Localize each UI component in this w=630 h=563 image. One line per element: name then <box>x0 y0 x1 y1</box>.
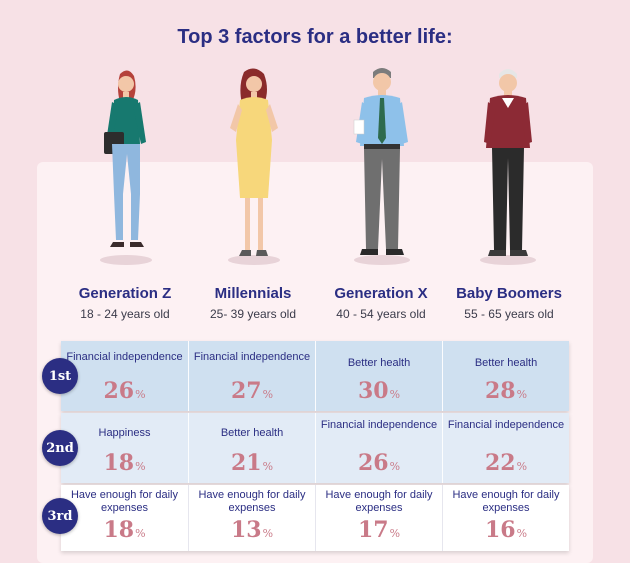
factor-label: Have enough for daily expenses <box>452 489 560 514</box>
factor-percent: 27% <box>230 378 274 404</box>
factor-percent: 26% <box>357 450 401 476</box>
factor-percent: 26% <box>103 378 146 404</box>
rank-badge-2nd: 2nd <box>42 430 78 466</box>
man-with-tie-icon <box>342 66 422 266</box>
generation-age: 25- 39 years old <box>209 307 297 321</box>
factor-percent: 28% <box>484 378 528 404</box>
factor-cell: Have enough for daily expenses 13% <box>188 485 315 551</box>
factor-percent: 18% <box>103 517 146 543</box>
generation-age: 40 - 54 years old <box>336 307 426 321</box>
factor-label: Financial independence <box>447 419 565 431</box>
factor-label: Have enough for daily expenses <box>325 489 433 514</box>
factor-cell: Have enough for daily expenses 17% <box>315 485 442 551</box>
generation-label-gen-x: Generation X 40 - 54 years old <box>318 285 444 321</box>
factor-percent: 21% <box>230 450 274 476</box>
factor-cell: Better health 30% <box>315 341 442 411</box>
woman-yellow-dress-icon <box>214 66 294 266</box>
factor-percent: 17% <box>357 517 401 543</box>
generation-label-gen-z: Generation Z 18 - 24 years old <box>62 285 188 321</box>
factor-label: Financial independence <box>193 351 311 363</box>
factor-label: Better health <box>474 357 538 369</box>
factor-cell: Financial independence 27% <box>188 341 315 411</box>
rank-badge-1st: 1st <box>42 358 78 394</box>
woman-with-bag-icon <box>88 66 168 266</box>
page-title: Top 3 factors for a better life: <box>177 26 453 48</box>
generation-name: Generation Z <box>78 285 172 302</box>
rank-row-1: Financial independence 26% Financial ind… <box>61 341 569 411</box>
factor-label: Financial independence <box>66 351 183 363</box>
generation-name: Millennials <box>214 285 292 302</box>
factor-cell: Happiness 18% <box>61 413 188 483</box>
factor-percent: 18% <box>103 450 146 476</box>
generation-name: Baby Boomers <box>456 285 562 302</box>
generation-name: Generation X <box>334 285 428 302</box>
generation-label-baby-boomers: Baby Boomers 55 - 65 years old <box>446 285 572 321</box>
factor-cell: Better health 21% <box>188 413 315 483</box>
factor-cell: Have enough for daily expenses 16% <box>442 485 569 551</box>
generation-age: 55 - 65 years old <box>464 307 554 321</box>
rank-row-3: Have enough for daily expenses 18% Have … <box>61 485 569 551</box>
factor-percent: 22% <box>484 450 528 476</box>
factor-label: Have enough for daily expenses <box>198 489 306 514</box>
generation-age: 18 - 24 years old <box>80 307 170 321</box>
factor-label: Have enough for daily expenses <box>70 489 178 514</box>
factor-percent: 13% <box>230 517 274 543</box>
factor-cell: Financial independence 22% <box>442 413 569 483</box>
factor-label: Financial independence <box>320 419 438 431</box>
factor-cell: Have enough for daily expenses 18% <box>61 485 188 551</box>
generation-label-millennials: Millennials 25- 39 years old <box>190 285 316 321</box>
factor-cell: Better health 28% <box>442 341 569 411</box>
rank-row-2: Happiness 18% Better health 21% Financia… <box>61 413 569 483</box>
factor-label: Better health <box>220 427 284 439</box>
factor-label: Better health <box>347 357 411 369</box>
factor-percent: 16% <box>484 517 528 543</box>
rank-badge-3rd: 3rd <box>42 498 78 534</box>
factor-percent: 30% <box>357 378 401 404</box>
factor-label: Happiness <box>98 427 151 439</box>
older-man-icon <box>468 66 548 266</box>
factor-cell: Financial independence 26% <box>61 341 188 411</box>
factor-cell: Financial independence 26% <box>315 413 442 483</box>
